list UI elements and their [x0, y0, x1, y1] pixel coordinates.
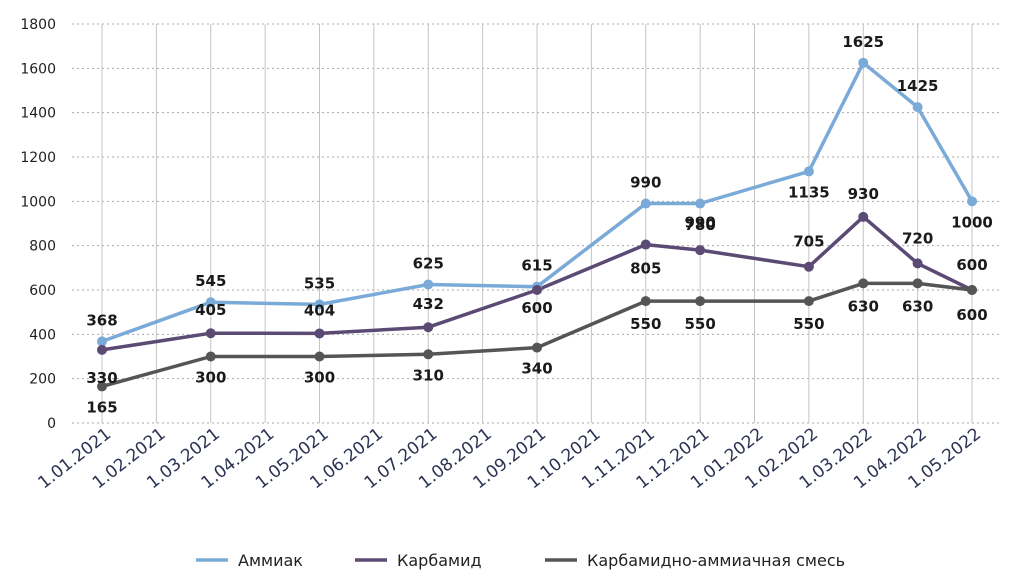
y-tick-label: 600 [29, 283, 56, 299]
data-label: 310 [413, 366, 444, 384]
data-point [858, 211, 869, 222]
data-label: 432 [413, 295, 444, 313]
data-label: 535 [304, 274, 335, 292]
data-point [967, 285, 977, 295]
series-points [97, 57, 977, 392]
y-tick-label: 1600 [20, 61, 56, 77]
data-label: 300 [304, 369, 335, 387]
data-point [640, 198, 651, 209]
data-point [532, 342, 542, 353]
y-tick-label: 1800 [20, 17, 56, 33]
data-label: 368 [86, 311, 117, 329]
data-point [532, 285, 542, 295]
data-point [640, 296, 651, 307]
data-point [205, 328, 216, 339]
data-point [423, 279, 434, 290]
data-label: 165 [86, 398, 117, 416]
data-label: 404 [304, 301, 335, 319]
data-label: 720 [902, 229, 933, 247]
data-label: 630 [848, 297, 879, 315]
data-label: 1425 [897, 77, 939, 95]
data-point [912, 258, 923, 269]
y-tick-label: 1400 [20, 106, 56, 122]
data-point [97, 381, 107, 392]
data-point [695, 296, 706, 307]
data-label: 600 [956, 306, 987, 324]
data-point [97, 336, 107, 347]
data-label: 300 [195, 369, 226, 387]
data-point [967, 196, 977, 207]
data-point [314, 351, 325, 362]
legend-label: Аммиак [238, 551, 303, 570]
data-point [912, 102, 923, 113]
data-point [858, 57, 869, 68]
data-label: 550 [630, 315, 661, 333]
data-label: 330 [86, 369, 117, 387]
data-label: 600 [956, 256, 987, 274]
y-tick-label: 1200 [20, 150, 56, 166]
data-label: 805 [630, 260, 661, 278]
data-point [423, 322, 434, 333]
data-label: 545 [195, 272, 226, 290]
data-label: 930 [848, 185, 879, 203]
legend-label: Карбамид [397, 551, 482, 570]
y-tick-label: 200 [29, 372, 56, 388]
data-label: 550 [684, 315, 715, 333]
data-label: 1135 [788, 183, 830, 201]
data-point [803, 296, 814, 307]
y-tick-label: 0 [47, 416, 56, 432]
data-point [314, 328, 325, 339]
data-point [912, 278, 923, 289]
x-axis: 1.01.20211.02.20211.03.20211.04.20211.05… [35, 424, 986, 493]
data-point [695, 198, 706, 209]
grid [72, 23, 1000, 424]
y-tick-label: 1000 [20, 194, 56, 210]
data-label: 630 [902, 297, 933, 315]
data-label: 340 [521, 360, 552, 378]
data-label: 990 [684, 214, 715, 232]
data-point [640, 239, 651, 250]
data-label: 405 [195, 301, 226, 319]
data-label: 1625 [842, 33, 884, 51]
data-point [803, 261, 814, 272]
data-point [803, 166, 814, 177]
data-label: 990 [630, 174, 661, 192]
data-point [97, 344, 107, 355]
data-label: 780 [684, 216, 715, 234]
data-label: 615 [521, 257, 552, 275]
data-label: 550 [793, 315, 824, 333]
data-point [314, 299, 325, 310]
data-point [858, 278, 869, 289]
legend: Аммиак Карбамид Карбамидно-аммиачная смесь [196, 551, 845, 570]
data-label: 705 [793, 233, 824, 251]
data-label: 1000 [951, 213, 993, 231]
data-point [205, 351, 216, 362]
data-label: 600 [521, 299, 552, 317]
data-labels: 368 545 535 625 615 990 990 1135 1625 1425 1000 330… [86, 33, 993, 417]
legend-label: Карбамидно-аммиачная смесь [587, 551, 845, 570]
y-tick-label: 800 [29, 239, 56, 255]
data-point [695, 245, 706, 256]
data-point [205, 297, 216, 308]
y-axis: 0 200 400 600 800 1000 1200 1400 1600 1800 [20, 17, 56, 432]
data-label: 625 [413, 254, 444, 272]
y-tick-label: 400 [29, 327, 56, 343]
data-point [423, 349, 434, 360]
